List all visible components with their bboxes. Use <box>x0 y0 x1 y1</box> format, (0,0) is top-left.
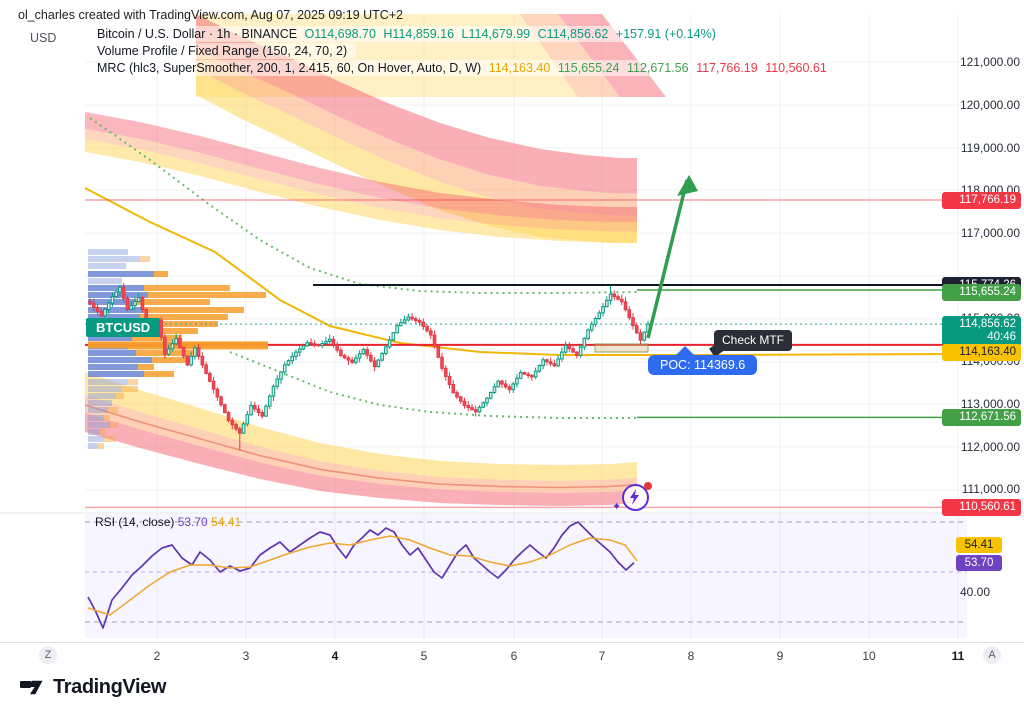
volume-profile-title: Volume Profile / Fixed Range (150, 24, 7… <box>97 44 348 58</box>
mrc-bands-layer <box>84 14 666 506</box>
price-tick-label: 112,000.00 <box>960 440 1020 454</box>
flash-icon-red-dot <box>644 482 652 490</box>
price-tick-label: 120,000.00 <box>959 98 1020 112</box>
mrc-r1-lower-value: 112,671.56 <box>626 61 689 75</box>
time-tick-5: 5 <box>420 649 428 663</box>
ohlc-low: L114,679.99 <box>461 27 531 41</box>
footer-brand: TradingView <box>20 676 166 699</box>
time-tick-8: 8 <box>687 649 695 663</box>
watermark-attribution: ol_charles created with TradingView.com,… <box>18 8 404 22</box>
rsi-layer <box>85 514 967 638</box>
ohlc-close: C114,856.62 <box>537 27 609 41</box>
poc-row-bar <box>88 341 268 349</box>
tradingview-logo-mark <box>20 680 43 694</box>
projection-arrow <box>646 179 689 339</box>
price-lines-layer <box>85 199 967 509</box>
mrc-title: MRC (hlc3, SuperSmoother, 200, 1, 2.415,… <box>97 61 482 75</box>
rsi-value-purple: 53.70 <box>177 515 208 529</box>
rsi-axis-badge: 54.41 <box>956 537 1002 553</box>
mrc-r1-upper-value: 115,655.24 <box>557 61 620 75</box>
time-tick-Z: Z <box>39 646 57 664</box>
legend: Bitcoin / U.S. Dollar · 1h · BINANCE O11… <box>92 26 836 76</box>
time-tick-6: 6 <box>510 649 518 663</box>
time-axis[interactable]: Z 2 3 4 5 6 7 8 9 10 11 A <box>0 642 1024 670</box>
ohlc-change: +157.91 (+0.14%) <box>615 27 716 41</box>
projection-arrow-head <box>677 175 698 196</box>
poc-callout-badge: POC: 114369.6 <box>648 346 758 375</box>
mrc-r2-lower-value: 110,560.61 <box>765 61 827 75</box>
time-tick-10: 10 <box>862 649 876 663</box>
mrc-mean-value: 114,163.40 <box>488 61 551 75</box>
rsi-level-40-label: 40.00 <box>960 585 991 599</box>
price-axis-badge: 114,163.40 <box>942 343 1021 361</box>
price-axis-badge: 115,655.24 <box>942 283 1021 301</box>
symbol-title: Bitcoin / U.S. Dollar · 1h · BINANCE <box>97 27 298 41</box>
time-tick-2: 2 <box>153 649 161 663</box>
price-axis-badge: 110,560.61 <box>942 498 1021 516</box>
time-tick-9: 9 <box>776 649 784 663</box>
rsi-legend[interactable]: RSI (14, close) 53.70 54.41 <box>95 515 241 529</box>
rsi-series-rsi-ma <box>87 535 638 616</box>
price-axis-badge: 117,766.19 <box>942 191 1021 209</box>
time-tick-11: 11 <box>951 649 965 663</box>
price-tick-label: 121,000.00 <box>959 55 1020 69</box>
legend-symbol-row[interactable]: Bitcoin / U.S. Dollar · 1h · BINANCE O11… <box>92 26 725 42</box>
time-tick-7: 7 <box>598 649 606 663</box>
mrc-r2-upper-value: 117,766.19 <box>696 61 758 75</box>
time-tick-3: 3 <box>242 649 250 663</box>
time-tick-4: 4 <box>331 649 339 663</box>
lightning-bolt-icon <box>630 489 639 505</box>
legend-volume-profile-row[interactable]: Volume Profile / Fixed Range (150, 24, 7… <box>92 43 357 59</box>
brand-name: TradingView <box>53 676 167 698</box>
indicator-curves-layer <box>84 117 968 419</box>
rsi-series-rsi <box>87 521 635 629</box>
legend-mrc-row[interactable]: MRC (hlc3, SuperSmoother, 200, 1, 2.415,… <box>92 60 836 76</box>
check-mtf-note: Check MTF <box>714 330 792 351</box>
rsi-value-yellow: 54.41 <box>211 515 242 529</box>
symbol-flag-badge: BTCUSD <box>86 318 161 337</box>
highlight-box <box>594 343 649 353</box>
price-axis-badge: 112,671.56 <box>942 408 1021 426</box>
candles-layer <box>88 283 650 451</box>
countdown-timer: 40:46 <box>987 331 1016 343</box>
rsi-name: RSI (14, close) <box>95 515 175 529</box>
ohlc-open: O114,698.70 <box>304 27 376 41</box>
price-tick-label: 119,000.00 <box>960 141 1020 155</box>
price-axis-currency-label: USD <box>30 31 57 45</box>
price-tick-label: 113,000.00 <box>960 397 1020 411</box>
price-axis-badge: 114,856.62 40:46 <box>942 316 1021 346</box>
price-tick-label: 111,000.00 <box>961 482 1020 496</box>
price-tick-label: 117,000.00 <box>960 226 1020 240</box>
time-tick-A: A <box>983 646 1001 664</box>
rsi-axis-badge: 53.70 <box>956 555 1002 571</box>
sparkle-icon: ✦ <box>612 501 622 513</box>
ohlc-high: H114,859.16 <box>383 27 455 41</box>
